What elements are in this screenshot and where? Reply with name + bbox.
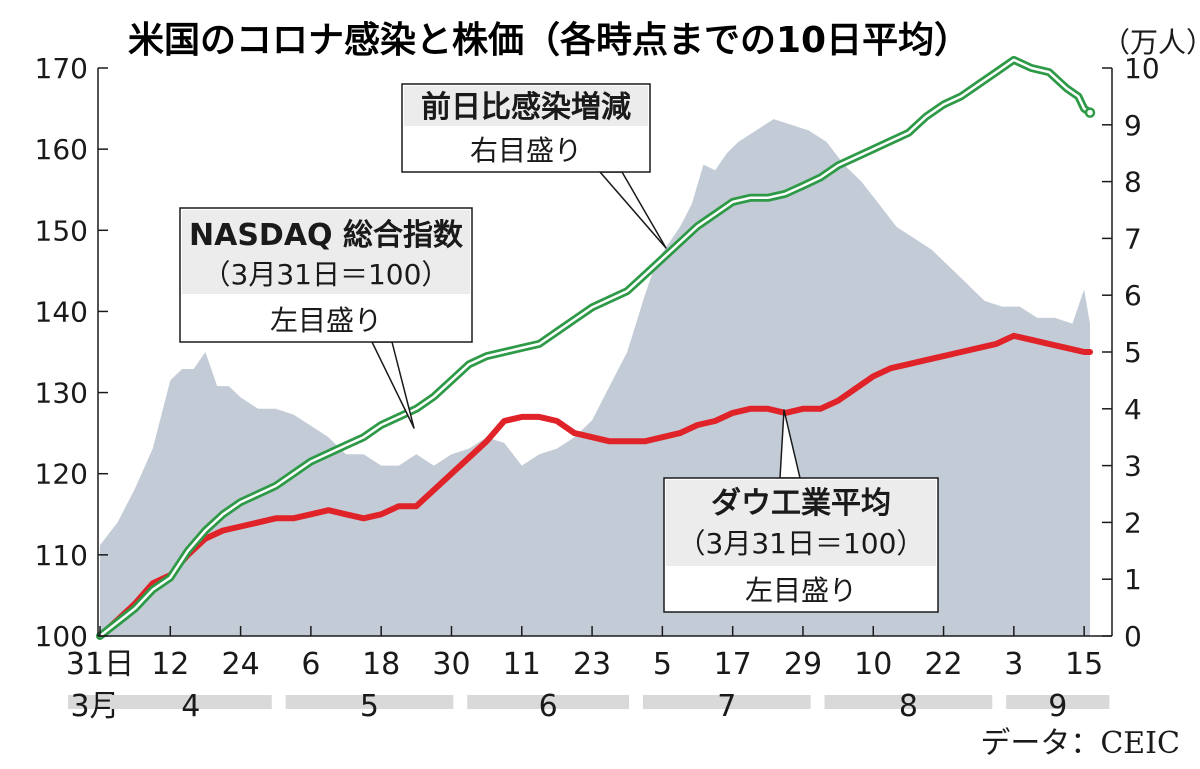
x-tick-label: 6: [301, 647, 320, 682]
month-band: 3月 4 5 6 7 8 9: [68, 689, 1110, 724]
right-tick-label: 4: [1124, 393, 1142, 426]
right-tick-label: 8: [1124, 166, 1142, 199]
month-bar: [824, 695, 993, 709]
month-bar: [1006, 695, 1110, 709]
x-tick-label: 29: [784, 647, 822, 682]
x-tick-label: 24: [221, 647, 259, 682]
x-tick-label: 12: [151, 647, 189, 682]
right-tick-label: 9: [1124, 109, 1142, 142]
left-tick-label: 160: [35, 133, 88, 166]
right-tick-label: 6: [1124, 279, 1142, 312]
month-label: 8: [899, 689, 918, 724]
x-tick-label: 18: [362, 647, 400, 682]
infections-area: [100, 119, 1090, 637]
source-credit: データ：CEIC: [980, 726, 1180, 761]
left-tick-label: 110: [35, 539, 88, 572]
month-bar: [68, 695, 118, 709]
left-tick-label: 130: [35, 377, 88, 410]
callout-nasdaq-scale: 左目盛り: [270, 304, 382, 337]
right-tick-label: 1: [1124, 563, 1142, 596]
x-tick-label: 15: [1065, 647, 1103, 682]
month-label: 4: [181, 689, 200, 724]
x-tick-label: 22: [924, 647, 962, 682]
nasdaq-end-point: [1084, 107, 1096, 118]
x-tick-label: 5: [653, 647, 672, 682]
month-bar: [467, 695, 630, 709]
callout-nasdaq: NASDAQ 総合指数 （3月31日＝100） 左目盛り: [179, 207, 473, 343]
callout-infections-scale: 右目盛り: [470, 134, 582, 167]
left-tick-label: 150: [35, 214, 88, 247]
callout-infections-head-bg: [404, 86, 648, 126]
right-tick-label: 2: [1124, 506, 1142, 539]
callout-infections: 前日比感染増減 右目盛り: [401, 83, 651, 173]
right-tick-label: 0: [1124, 620, 1142, 653]
x-tick-label: 3: [1004, 647, 1023, 682]
left-tick-label: 170: [35, 52, 88, 85]
callout-infections-title: 前日比感染増減: [421, 90, 631, 125]
nasdaq-leader: [371, 341, 415, 429]
dow-line: [97, 332, 1093, 639]
month-label: 7: [717, 689, 736, 724]
callout-nasdaq-head-bg: [182, 210, 470, 294]
x-tick-label: 23: [573, 647, 611, 682]
left-tick-label: 120: [35, 458, 88, 491]
callout-dow-base: （3月31日＝100）: [678, 527, 925, 560]
chart-title: 米国のコロナ感染と株価（各時点までの10日平均）: [128, 20, 970, 61]
right-tick-label: 5: [1124, 336, 1142, 369]
month-label: 5: [360, 689, 379, 724]
left-tick-label: 140: [35, 295, 88, 328]
callout-dow-head-bg: [666, 480, 936, 566]
right-tick-label: 7: [1124, 222, 1142, 255]
month-label: 9: [1048, 689, 1067, 724]
nasdaq-line-highlight: [98, 58, 1092, 638]
x-tick-label: 11: [503, 647, 541, 682]
month-bar: [285, 695, 454, 709]
callout-dow-title: ダウ工業平均: [711, 486, 891, 521]
month-bar: [642, 695, 811, 709]
callout-nasdaq-base: （3月31日＝100）: [203, 258, 450, 291]
index-lines-layer: [96, 55, 1096, 640]
right-tick-label: 10: [1124, 52, 1160, 85]
month-bar: [109, 695, 272, 709]
callout-nasdaq-title: NASDAQ 総合指数: [189, 218, 464, 253]
month-label: 6: [539, 689, 558, 724]
x-tick-label: 17: [714, 647, 752, 682]
right-axis-unit: （万人）: [1102, 26, 1200, 59]
x-tick-label: 30: [432, 647, 470, 682]
x-tick-label: 10: [854, 647, 892, 682]
right-tick-label: 3: [1124, 450, 1142, 483]
infections-area-layer: [100, 119, 1090, 637]
callout-dow: ダウ工業平均 （3月31日＝100） 左目盛り: [663, 477, 939, 613]
infections-leader: [599, 171, 667, 249]
left-tick-label: 100: [35, 620, 88, 653]
x-tick-label: 31日: [66, 647, 134, 682]
callout-dow-scale: 左目盛り: [745, 574, 857, 607]
